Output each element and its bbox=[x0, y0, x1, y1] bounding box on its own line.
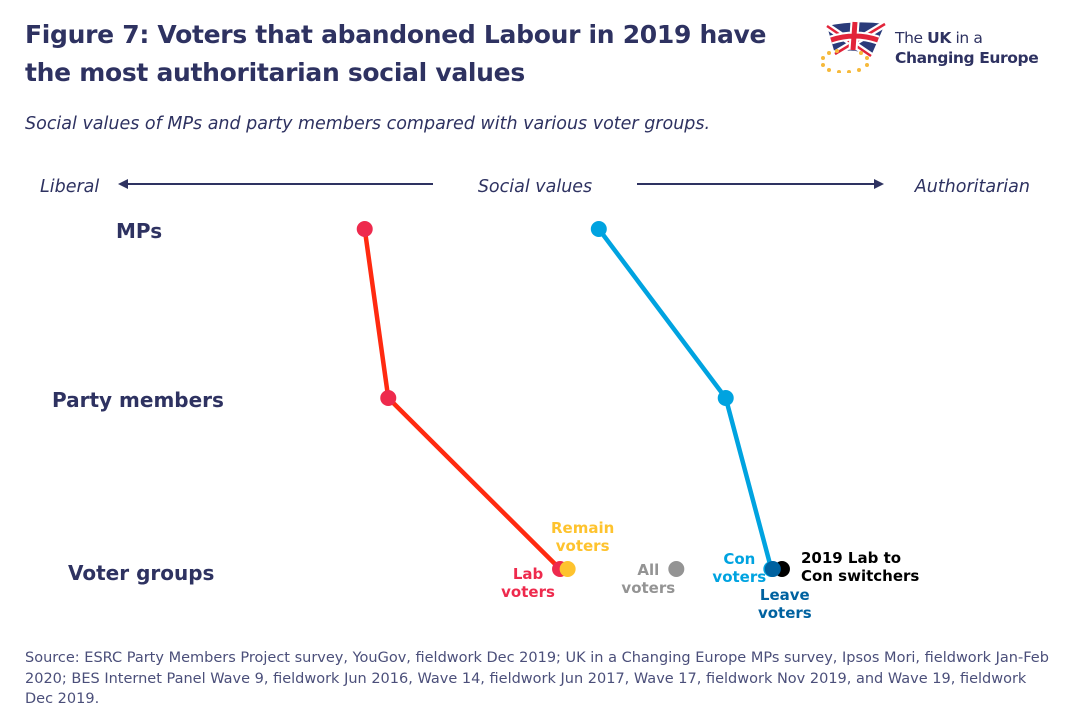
points-layer bbox=[356, 221, 790, 577]
leave-voters-label-line-1: Leave bbox=[760, 586, 810, 604]
remain-voters-point bbox=[559, 561, 576, 577]
lab-to-con-switchers-label-line-2: Con switchers bbox=[801, 567, 919, 585]
axis-label-authoritarian: Authoritarian bbox=[914, 177, 1030, 197]
labour-party-members-point bbox=[380, 390, 397, 406]
logo-text-uk: UK bbox=[927, 29, 951, 47]
union-jack-flag-icon bbox=[821, 20, 887, 73]
leave-voters-point bbox=[764, 561, 781, 577]
social-values-chart: Liberal Social values Authoritarian MPs … bbox=[40, 177, 1030, 622]
all-voters-label-line-1: All bbox=[637, 561, 659, 579]
row-label-mps: MPs bbox=[116, 219, 162, 243]
con-voters-label-line-1: Con bbox=[723, 550, 755, 568]
lab-to-con-switchers-label: 2019 Lab to Con switchers bbox=[801, 549, 919, 585]
logo-text-line2: Changing Europe bbox=[895, 49, 1039, 67]
axis-label-social-values: Social values bbox=[478, 177, 592, 197]
series-layer bbox=[362, 227, 774, 571]
conservative-mps-point bbox=[590, 221, 607, 237]
logo-text-prefix: The bbox=[895, 29, 928, 47]
remain-voters-label: Remain voters bbox=[551, 519, 614, 555]
labour-mps-point bbox=[356, 221, 373, 237]
lab-voters-label-line-1: Lab bbox=[513, 565, 544, 583]
x-axis: Liberal Social values Authoritarian bbox=[40, 177, 1030, 197]
logo-text-suffix: in a bbox=[950, 29, 983, 47]
chart-title: Figure 7: Voters that abandoned Labour i… bbox=[25, 16, 785, 92]
leave-voters-label-line-2: voters bbox=[758, 604, 812, 622]
all-voters-point bbox=[668, 561, 685, 577]
row-labels: MPs Party members Voter groups bbox=[52, 219, 224, 585]
chart-subtitle: Social values of MPs and party members c… bbox=[25, 114, 711, 134]
remain-voters-label-line-1: Remain bbox=[551, 519, 614, 537]
remain-voters-label-line-2: voters bbox=[556, 537, 610, 555]
logo-text: The UK in a Changing Europe bbox=[895, 28, 1039, 68]
conservative-series-line bbox=[597, 227, 774, 570]
con-voters-label-line-2: voters bbox=[712, 568, 766, 586]
leave-voters-label: Leave voters bbox=[758, 586, 812, 622]
lab-to-con-switchers-label-line-1: 2019 Lab to bbox=[801, 549, 901, 567]
chart-title-line-1: Figure 7: Voters that abandoned Labour i… bbox=[25, 20, 767, 49]
con-voters-label: Con voters bbox=[712, 550, 766, 586]
union-jack-flag bbox=[825, 20, 887, 59]
axis-label-liberal: Liberal bbox=[40, 177, 99, 197]
eu-stars-icon bbox=[821, 49, 869, 73]
row-label-party-members: Party members bbox=[52, 388, 224, 412]
source-note: Source: ESRC Party Members Project surve… bbox=[25, 650, 1049, 707]
row-label-voter-groups: Voter groups bbox=[68, 561, 214, 585]
lab-voters-label: Lab voters bbox=[501, 565, 555, 601]
conservative-party-members-point bbox=[717, 390, 734, 406]
uk-in-a-changing-europe-logo: The UK in a Changing Europe bbox=[815, 18, 1055, 78]
chart-title-line-2: the most authoritarian social values bbox=[25, 58, 525, 87]
all-voters-label: All voters bbox=[621, 561, 675, 597]
all-voters-label-line-2: voters bbox=[621, 579, 675, 597]
lab-voters-label-line-2: voters bbox=[501, 583, 555, 601]
